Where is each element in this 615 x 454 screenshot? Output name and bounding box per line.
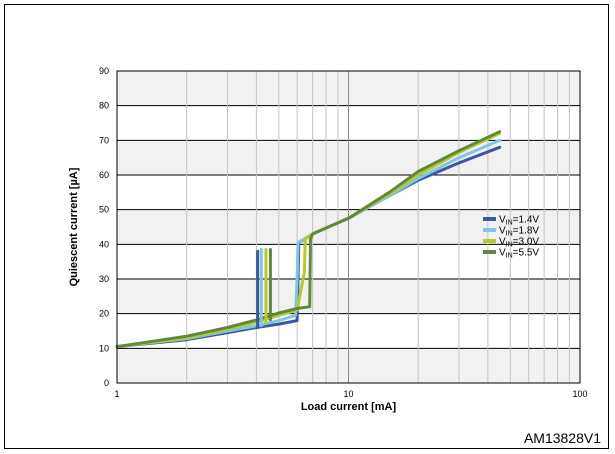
- y-tick-label: 90: [99, 66, 109, 76]
- legend-entry: VIN=1.8V: [499, 226, 539, 238]
- x-tick-label: 100: [572, 389, 587, 399]
- y-tick-label: 40: [99, 239, 109, 249]
- legend-entry: VIN=5.5V: [499, 248, 539, 260]
- y-tick-label: 70: [99, 135, 109, 145]
- y-tick-label: 50: [99, 205, 109, 215]
- figure-border: [4, 4, 609, 449]
- x-axis-label: Load current [mA]: [301, 401, 397, 413]
- y-axis-label: Quiescent current [µA]: [68, 167, 80, 286]
- x-tick-label: 1: [114, 389, 119, 399]
- y-tick-label: 60: [99, 170, 109, 180]
- y-tick-label: 20: [99, 309, 109, 319]
- series-line: [115, 138, 502, 349]
- y-tick-label: 10: [99, 343, 109, 353]
- legend-entry: VIN=1.4V: [499, 215, 539, 227]
- figure-id-label: AM13828V1: [523, 430, 601, 446]
- legend-entry: VIN=3.0V: [499, 237, 539, 249]
- y-tick-label: 0: [104, 378, 109, 388]
- series-layer: [115, 130, 502, 349]
- y-tick-label: 30: [99, 274, 109, 284]
- series-line: [115, 130, 502, 349]
- x-tick-label: 10: [343, 389, 353, 399]
- series-line: [115, 131, 502, 349]
- tick-labels: 0 10 20 30 40 50 60 70 80 90 1 10 100: [99, 66, 588, 399]
- plot-border: [116, 70, 581, 384]
- y-tick-label: 80: [99, 101, 109, 111]
